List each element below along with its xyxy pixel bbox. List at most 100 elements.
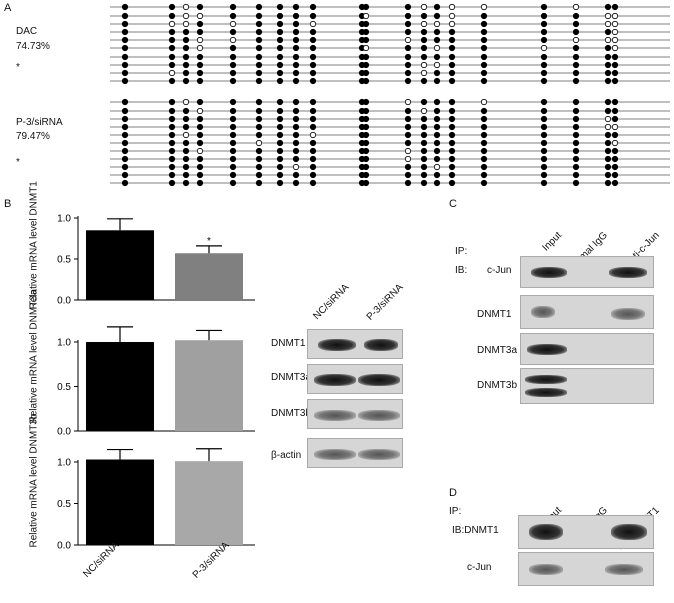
- unmethylated-cpg: [604, 115, 612, 123]
- methylated-cpg: [309, 28, 317, 36]
- methylated-cpg: [182, 147, 190, 155]
- methylated-cpg: [480, 69, 488, 77]
- methylated-cpg: [229, 28, 237, 36]
- y-tick-label: 0.0: [57, 296, 71, 307]
- unmethylated-cpg: [448, 20, 456, 28]
- methylated-cpg: [611, 131, 619, 139]
- methylated-cpg: [255, 115, 263, 123]
- bar: [86, 459, 154, 545]
- methylated-cpg: [572, 61, 580, 69]
- methylated-cpg: [196, 77, 204, 85]
- bar: [175, 340, 243, 431]
- methylated-cpg: [604, 171, 612, 179]
- unmethylated-cpg: [229, 36, 237, 44]
- methylated-cpg: [404, 12, 412, 20]
- methylated-cpg: [480, 155, 488, 163]
- methylated-cpg: [168, 12, 176, 20]
- methylated-cpg: [611, 61, 619, 69]
- unmethylated-cpg: [611, 36, 619, 44]
- methylated-cpg: [229, 115, 237, 123]
- methylated-cpg: [196, 155, 204, 163]
- methylated-cpg: [448, 77, 456, 85]
- methylated-cpg: [433, 28, 441, 36]
- methylated-cpg: [121, 20, 129, 28]
- methylated-cpg: [309, 123, 317, 131]
- unmethylated-cpg: [572, 3, 580, 11]
- methylated-cpg: [420, 179, 428, 187]
- methylated-cpg: [182, 107, 190, 115]
- ylabel-dnmt3b: Relative mRNA level DNMT3b: [28, 413, 40, 548]
- methylated-cpg: [611, 179, 619, 187]
- methylated-cpg: [540, 123, 548, 131]
- methylated-cpg: [255, 3, 263, 11]
- methylated-cpg: [292, 20, 300, 28]
- methylated-cpg: [362, 53, 370, 61]
- methylated-cpg: [182, 36, 190, 44]
- methylated-cpg: [433, 179, 441, 187]
- methylated-cpg: [433, 107, 441, 115]
- methylated-cpg: [276, 155, 284, 163]
- methylated-cpg: [448, 61, 456, 69]
- methylated-cpg: [121, 3, 129, 11]
- methylated-cpg: [309, 147, 317, 155]
- methylated-cpg: [604, 147, 612, 155]
- methylated-cpg: [121, 155, 129, 163]
- methylated-cpg: [448, 179, 456, 187]
- methylated-cpg: [292, 155, 300, 163]
- methylated-cpg: [448, 53, 456, 61]
- unmethylated-cpg: [611, 12, 619, 20]
- methylated-cpg: [604, 69, 612, 77]
- blot-c-dnmt3a: [520, 333, 654, 365]
- methylated-cpg: [292, 179, 300, 187]
- methylated-cpg: [448, 139, 456, 147]
- methylated-cpg: [604, 131, 612, 139]
- methylated-cpg: [448, 171, 456, 179]
- methylated-cpg: [292, 12, 300, 20]
- methylated-cpg: [540, 147, 548, 155]
- unmethylated-cpg: [572, 36, 580, 44]
- methylated-cpg: [309, 155, 317, 163]
- methylated-cpg: [276, 131, 284, 139]
- unmethylated-cpg: [196, 147, 204, 155]
- methylated-cpg: [229, 139, 237, 147]
- methylated-cpg: [604, 155, 612, 163]
- methylated-cpg: [196, 20, 204, 28]
- methylated-cpg: [168, 77, 176, 85]
- methylated-cpg: [572, 53, 580, 61]
- methylated-cpg: [255, 12, 263, 20]
- methylated-cpg: [121, 147, 129, 155]
- methylated-cpg: [121, 163, 129, 171]
- panel-d-letter: D: [449, 487, 457, 499]
- methylated-cpg: [276, 3, 284, 11]
- methylated-cpg: [229, 163, 237, 171]
- methylated-cpg: [168, 53, 176, 61]
- unmethylated-cpg: [611, 20, 619, 28]
- methylated-cpg: [276, 115, 284, 123]
- methylated-cpg: [604, 44, 612, 52]
- methylated-cpg: [540, 155, 548, 163]
- methylated-cpg: [276, 12, 284, 20]
- unmethylated-cpg: [309, 131, 317, 139]
- methylated-cpg: [276, 28, 284, 36]
- blot-b-dnmt3b: [307, 399, 403, 429]
- methylated-cpg: [196, 163, 204, 171]
- methylated-cpg: [540, 20, 548, 28]
- methylated-cpg: [572, 77, 580, 85]
- unmethylated-cpg: [448, 12, 456, 20]
- unmethylated-cpg: [182, 98, 190, 106]
- unmethylated-cpg: [229, 20, 237, 28]
- methylated-cpg: [182, 171, 190, 179]
- methylated-cpg: [255, 179, 263, 187]
- methylated-cpg: [255, 36, 263, 44]
- unmethylated-cpg: [611, 139, 619, 147]
- methylated-cpg: [572, 115, 580, 123]
- methylated-cpg: [362, 98, 370, 106]
- unmethylated-cpg: [480, 3, 488, 11]
- methylated-cpg: [572, 139, 580, 147]
- methylated-cpg: [276, 69, 284, 77]
- methylated-cpg: [611, 155, 619, 163]
- methylated-cpg: [276, 123, 284, 131]
- panel-d-row-cjun: c-Jun: [467, 562, 492, 573]
- methylated-cpg: [121, 131, 129, 139]
- methylated-cpg: [480, 147, 488, 155]
